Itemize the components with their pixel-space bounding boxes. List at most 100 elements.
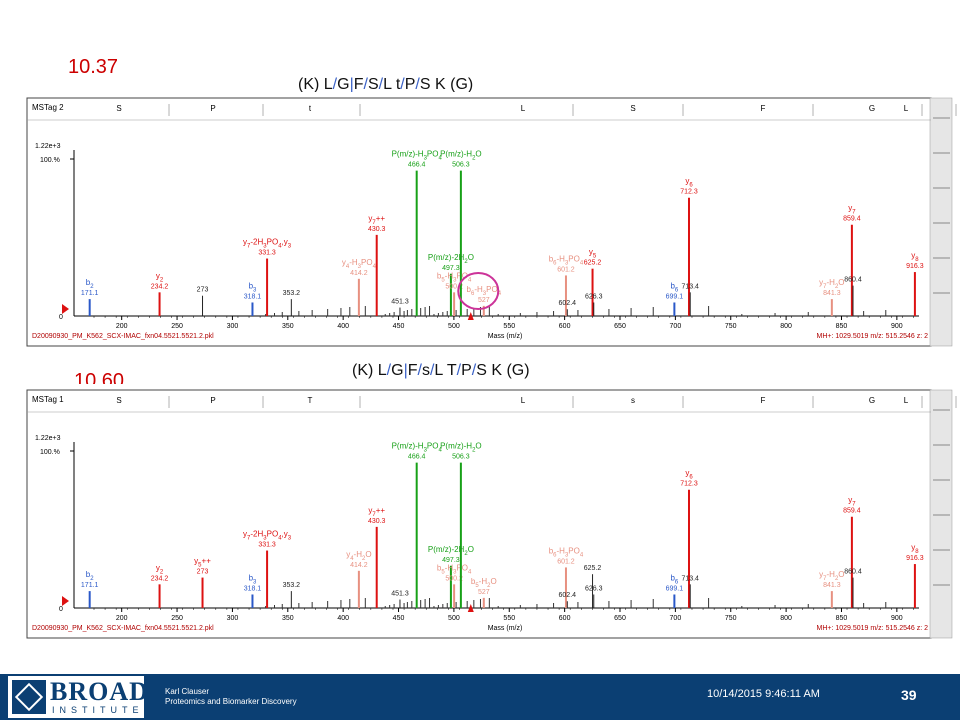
peak-mz-label: 234.2: [151, 283, 169, 290]
ion-label-part: 3: [263, 244, 267, 250]
ion-label-part: O: [838, 278, 844, 287]
ion-label-part: 2: [472, 156, 476, 162]
author-department: Proteomics and Biomarker Discovery: [165, 697, 297, 706]
x-tick-label: 750: [725, 615, 737, 622]
ion-label-part: 4: [580, 260, 584, 266]
peak-ion-label: b6-H3PO4: [467, 285, 502, 297]
x-tick-label: 650: [614, 615, 626, 622]
peak-mz-label: 497.3: [442, 557, 460, 564]
ion-label-part: b: [670, 573, 675, 582]
peak-ion-label: P(m/z)-H3PO4: [392, 150, 443, 162]
peak-mz-label: 625.2: [584, 565, 602, 572]
sequence-residues: L T: [434, 362, 457, 379]
ion-label-part: 7: [852, 502, 856, 508]
ion-label-part: 2: [464, 259, 468, 265]
ion-label-part: 5: [441, 569, 445, 575]
ion-label-part: P(m/z)-H: [440, 150, 472, 159]
ion-label-part: y: [848, 204, 852, 213]
retention-time-top: 10.37: [68, 56, 119, 78]
x-tick-label: 800: [780, 615, 792, 622]
ion-label-part: 6: [675, 287, 679, 293]
x-tick-label: 750: [725, 323, 737, 330]
x-axis-label: Mass (m/z): [488, 333, 523, 340]
sequence-separator: |: [403, 362, 408, 379]
ion-label-part: O: [838, 570, 844, 579]
ion-label-part: PO: [427, 150, 439, 159]
ion-label-part: P(m/z)-2H: [428, 253, 465, 262]
peak-mz-label: 331.3: [258, 250, 276, 257]
ion-label-part: 4: [278, 536, 282, 542]
peak-mz-label: 430.3: [368, 226, 386, 233]
x-tick-label: 900: [891, 323, 903, 330]
x-tick-label: 450: [393, 615, 405, 622]
precursor-marker-left: [62, 596, 69, 606]
ion-label-part: b: [86, 278, 91, 287]
y-tick-100: 100.%: [40, 449, 60, 456]
sequence-letter: S: [116, 104, 121, 113]
peak-mz-label: 601.2: [557, 558, 575, 565]
x-tick-label: 550: [503, 615, 515, 622]
sequence-residues: F: [407, 362, 418, 379]
peak-mz-label: 916.3: [906, 263, 924, 270]
peak-ion-label: y8: [911, 543, 919, 555]
ion-label-part: ++: [376, 214, 386, 223]
ion-label-part: PO: [456, 563, 468, 572]
ion-label-part: 3: [288, 244, 292, 250]
x-tick-label: 700: [670, 615, 682, 622]
peak-mz-label: 466.4: [408, 454, 426, 461]
peak-mz-label: 353.2: [283, 582, 301, 589]
ion-label-part: PO: [361, 258, 373, 267]
y-tick-max: 1.22e+3: [35, 143, 61, 150]
ion-label-part: ++: [202, 557, 212, 566]
x-tick-label: 800: [780, 323, 792, 330]
spectrum-title: MSTag 1: [32, 395, 64, 404]
ion-label-part: 4: [438, 156, 442, 162]
ion-label-part: 6: [675, 579, 679, 585]
peak-mz-label: 625.2: [584, 260, 602, 267]
peak-ion-label: y2: [156, 563, 164, 575]
peak-ion-label: b5-H3PO4: [437, 271, 472, 283]
ion-label-part: 4: [346, 264, 350, 270]
ion-label-part: -2H: [250, 238, 263, 247]
x-tick-label: 500: [448, 323, 460, 330]
ion-label-part: 2: [835, 576, 839, 582]
ion-label-part: -H: [827, 570, 836, 579]
ion-label-part: b: [249, 281, 254, 290]
ion-label-part: -H: [474, 285, 483, 294]
broad-institute-logo: BROAD INSTITUTE: [8, 676, 148, 718]
ion-label-part: 3: [565, 260, 569, 266]
ion-label-part: O: [490, 577, 496, 586]
logo-subtitle: INSTITUTE: [52, 705, 144, 715]
peak-mz-label: 527: [478, 589, 490, 596]
ion-label-part: y: [848, 496, 852, 505]
ion-label-part: P(m/z)-H: [440, 442, 472, 451]
ion-label-part: O: [475, 150, 481, 159]
ion-label-part: -H: [354, 550, 363, 559]
ion-label-part: 3: [565, 552, 569, 558]
sequence-residues: (K) L: [298, 76, 333, 93]
peak-mz-label: 318.1: [244, 293, 262, 300]
ion-label-part: O: [468, 253, 474, 262]
x-tick-label: 500: [448, 615, 460, 622]
sequence-letter: G: [869, 396, 875, 405]
peak-ion-label: b2: [86, 570, 94, 582]
slide-timestamp: 10/14/2015 9:46:11 AM: [707, 688, 820, 700]
sequence-letter: F: [761, 396, 766, 405]
peak-ion-label: y7++: [368, 214, 385, 226]
peak-mz-label: 500.2: [445, 575, 463, 582]
broad-diamond-icon: [12, 680, 46, 714]
highlight-circle: [457, 272, 500, 310]
sequence-letter: S: [630, 104, 635, 113]
x-tick-label: 900: [891, 615, 903, 622]
precursor-marker-left: [62, 304, 69, 314]
ion-label-part: y: [685, 177, 689, 186]
peak-mz-label: 506.3: [452, 162, 470, 169]
ion-label-part: 3: [288, 536, 292, 542]
ion-label-part: y: [156, 563, 160, 572]
peak-mz-label: 713.4: [681, 575, 699, 582]
ion-label-part: y: [911, 543, 915, 552]
ion-label-part: ,y: [282, 530, 288, 539]
footer-bar: BROAD INSTITUTE Karl Clauser Proteomics …: [0, 674, 960, 720]
peak-ion-label: y7++: [368, 506, 385, 518]
